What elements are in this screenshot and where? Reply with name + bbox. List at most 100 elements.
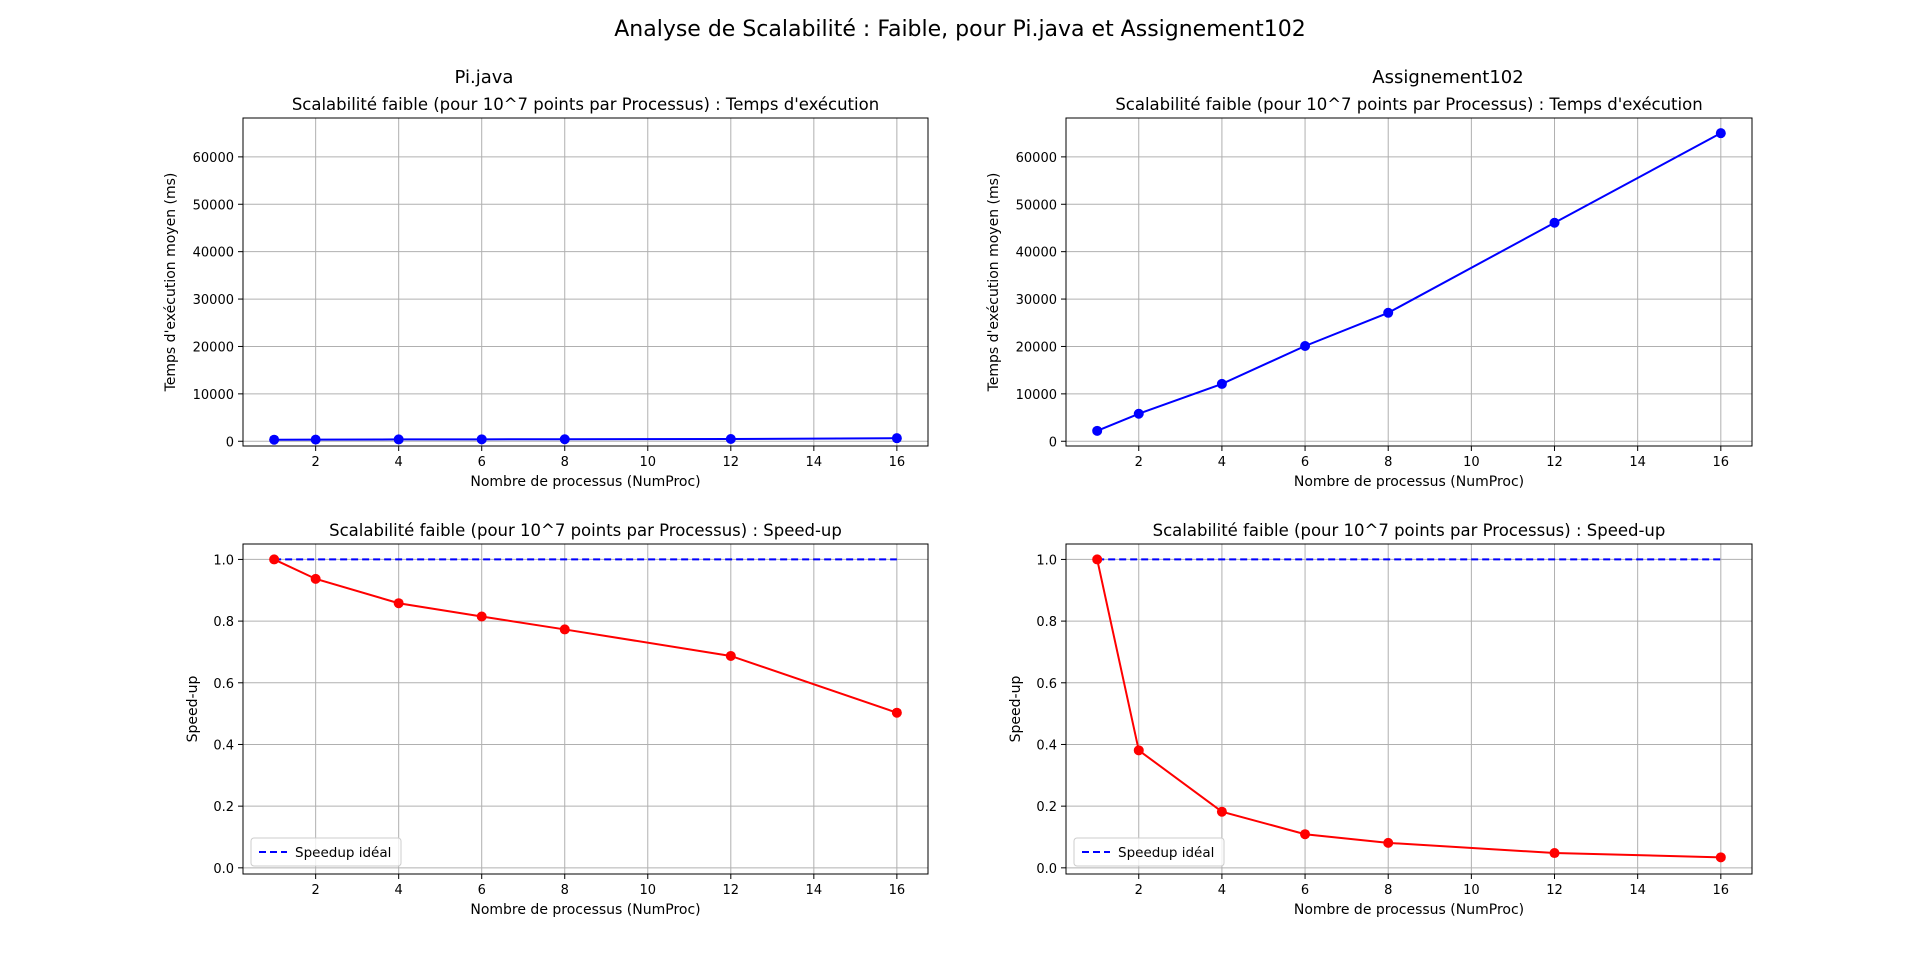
x-tick-label: 4	[1218, 455, 1226, 470]
data-point	[1715, 852, 1726, 863]
x-axis-label: Nombre de processus (NumProc)	[470, 474, 700, 490]
data-point	[891, 707, 902, 718]
x-tick-label: 6	[1301, 883, 1309, 898]
legend-box	[250, 837, 402, 867]
data-point	[1383, 837, 1394, 848]
data-point	[1092, 425, 1103, 436]
y-axis-label: Speed-up	[185, 676, 201, 743]
subplot-2: 2 4 6 8 10 12 14 16 0 10000 20000 30000 40000 50000 60…	[986, 95, 1753, 490]
y-tick-label: 20000	[193, 340, 234, 355]
column-title-left: Pi.java	[455, 67, 514, 88]
data-point	[1133, 745, 1144, 756]
x-tick-label: 2	[312, 455, 320, 470]
y-tick-label: 10000	[1016, 388, 1057, 403]
subplot-title: Scalabilité faible (pour 10^7 points par…	[1115, 95, 1702, 114]
y-axis-label: Speed-up	[1008, 676, 1024, 743]
axes-frame	[242, 543, 929, 875]
y-tick-label: 0.8	[213, 615, 234, 630]
x-tick-label: 12	[1546, 883, 1563, 898]
data-point	[269, 554, 280, 565]
y-tick-label: 50000	[193, 198, 234, 213]
data-point	[1549, 217, 1560, 228]
data-point	[310, 573, 321, 584]
y-tick-label: 60000	[193, 151, 234, 166]
y-tick-label: 50000	[1016, 198, 1057, 213]
x-tick-label: 16	[889, 455, 906, 470]
data-point	[1216, 806, 1227, 817]
y-tick-label: 0.0	[1036, 862, 1057, 877]
x-tick-label: 12	[1546, 455, 1563, 470]
y-tick-label: 0.4	[1036, 738, 1057, 753]
axes-frame	[1065, 117, 1753, 447]
y-tick-label: 1.0	[1036, 553, 1057, 568]
legend: Speedup idéal	[250, 837, 402, 867]
x-tick-label: 12	[723, 455, 740, 470]
column-title-right: Assignement102	[1372, 67, 1523, 88]
y-tick-label: 0.2	[1036, 800, 1057, 815]
x-tick-label: 12	[723, 883, 740, 898]
data-point	[476, 611, 487, 622]
data-point	[393, 598, 404, 609]
y-tick-label: 0.6	[213, 677, 234, 692]
y-tick-label: 0.2	[213, 800, 234, 815]
x-tick-label: 6	[478, 883, 486, 898]
subplot-3: 2 4 6 8 10 12 14 16 0.0 0.2 0.4 0.6 0.8 1.0 Scalabilit…	[185, 521, 929, 918]
data-point	[891, 433, 902, 444]
x-axis-label: Nombre de processus (NumProc)	[1294, 474, 1524, 490]
data-point	[1133, 408, 1144, 419]
x-tick-label: 16	[1713, 883, 1730, 898]
y-tick-label: 40000	[1016, 246, 1057, 261]
figure-title: Analyse de Scalabilité : Faible, pour Pi…	[614, 17, 1306, 42]
x-tick-label: 2	[1135, 883, 1143, 898]
x-tick-label: 14	[806, 883, 823, 898]
subplot-4: 2 4 6 8 10 12 14 16 0.0 0.2 0.4 0.6 0.8 1.0 Scalabilit…	[1008, 521, 1753, 918]
data-point	[269, 434, 280, 445]
x-tick-label: 10	[1463, 883, 1480, 898]
data-point	[725, 650, 736, 661]
data-point	[1300, 340, 1311, 351]
data-point	[725, 433, 736, 444]
x-tick-label: 2	[312, 883, 320, 898]
legend-box	[1073, 837, 1225, 867]
data-point	[1549, 848, 1560, 859]
subplot-title: Scalabilité faible (pour 10^7 points par…	[1153, 521, 1666, 540]
y-tick-label: 0.4	[213, 738, 234, 753]
x-axis-label: Nombre de processus (NumProc)	[470, 902, 700, 918]
x-tick-label: 4	[1218, 883, 1226, 898]
legend-label: Speedup idéal	[295, 845, 391, 861]
x-tick-label: 2	[1135, 455, 1143, 470]
y-tick-label: 0	[1049, 435, 1057, 450]
y-tick-label: 60000	[1016, 151, 1057, 166]
y-tick-label: 10000	[193, 388, 234, 403]
y-axis-label: Temps d'exécution moyen (ms)	[986, 173, 1002, 393]
x-tick-label: 16	[889, 883, 906, 898]
subplot-title: Scalabilité faible (pour 10^7 points par…	[329, 521, 842, 540]
y-tick-label: 20000	[1016, 340, 1057, 355]
y-tick-label: 30000	[1016, 293, 1057, 308]
data-point	[559, 434, 570, 445]
data-point	[1383, 307, 1394, 318]
data-point	[476, 434, 487, 445]
data-point	[559, 624, 570, 635]
x-tick-label: 6	[478, 455, 486, 470]
data-point	[1715, 128, 1726, 139]
data-point	[1300, 829, 1311, 840]
y-tick-label: 0.8	[1036, 615, 1057, 630]
x-tick-label: 8	[1384, 883, 1392, 898]
x-tick-label: 14	[806, 455, 823, 470]
data-point	[393, 434, 404, 445]
x-tick-label: 4	[395, 883, 403, 898]
y-tick-label: 40000	[193, 246, 234, 261]
y-tick-label: 1.0	[213, 553, 234, 568]
y-tick-label: 0	[226, 435, 234, 450]
x-tick-label: 10	[1463, 455, 1480, 470]
subplots: 2 4 6 8 10 12 14 160100002000030000400005000060…	[163, 95, 1753, 918]
x-tick-label: 10	[639, 455, 656, 470]
subplot-title: Scalabilité faible (pour 10^7 points par…	[292, 95, 879, 114]
subplot-1: 2 4 6 8 10 12 14 16 0 10000 20000 30000 40000 50000 60…	[163, 95, 929, 490]
x-tick-label: 8	[1384, 455, 1392, 470]
data-point	[310, 434, 321, 445]
x-tick-label: 10	[639, 883, 656, 898]
axes-frame	[242, 117, 929, 447]
data-point	[1092, 554, 1103, 565]
